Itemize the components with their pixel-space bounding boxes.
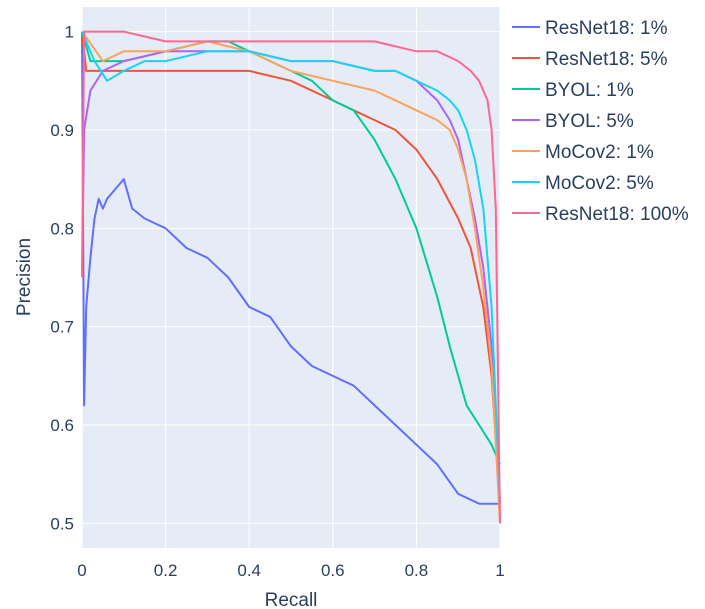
legend-label: BYOL: 1% (545, 80, 634, 101)
plot-area (82, 7, 500, 548)
x-tick-label: 0.2 (154, 561, 178, 580)
series-line-5 (81, 31, 501, 524)
x-axis-ticks: 0 0.2 0.4 0.6 0.8 1 (77, 561, 504, 580)
series-lines (81, 30, 501, 524)
series-line-6 (81, 31, 501, 504)
legend-label: ResNet18: 1% (545, 18, 668, 39)
legend-label: MoCov2: 5% (545, 173, 654, 194)
legend-item[interactable]: BYOL: 5% (512, 111, 634, 132)
legend-label: ResNet18: 5% (545, 49, 668, 70)
series-line-7 (81, 30, 501, 524)
legend-item[interactable]: ResNet18: 100% (512, 204, 689, 225)
x-axis-title: Recall (265, 590, 318, 609)
legend-item[interactable]: BYOL: 1% (512, 80, 634, 101)
legend[interactable]: ResNet18: 1% ResNet18: 5% BYOL: 1% BYOL: 5%… (512, 18, 689, 225)
legend-label: BYOL: 5% (545, 111, 634, 132)
legend-item[interactable]: ResNet18: 5% (512, 49, 668, 70)
legend-label: MoCov2: 1% (545, 142, 654, 163)
x-tick-label: 1 (495, 561, 504, 580)
x-tick-label: 0.6 (321, 561, 345, 580)
y-tick-label: 0.8 (50, 219, 74, 238)
grid (81, 7, 501, 548)
series-line-1 (81, 31, 500, 505)
y-tick-label: 1 (65, 23, 74, 42)
x-tick-label: 0 (77, 561, 86, 580)
legend-item[interactable]: ResNet18: 1% (512, 18, 668, 39)
x-tick-label: 0.8 (405, 561, 429, 580)
y-tick-label: 0.6 (50, 416, 74, 435)
legend-label: ResNet18: 100% (545, 204, 689, 225)
legend-item[interactable]: MoCov2: 1% (512, 142, 654, 163)
y-tick-label: 0.7 (50, 318, 74, 337)
y-tick-label: 0.5 (50, 514, 74, 533)
legend-item[interactable]: MoCov2: 5% (512, 173, 654, 194)
y-tick-label: 0.9 (50, 121, 74, 140)
y-axis-ticks: 0.5 0.6 0.7 0.8 0.9 1 (50, 23, 74, 534)
x-tick-label: 0.4 (237, 561, 261, 580)
y-axis-title: Precision (14, 238, 35, 316)
